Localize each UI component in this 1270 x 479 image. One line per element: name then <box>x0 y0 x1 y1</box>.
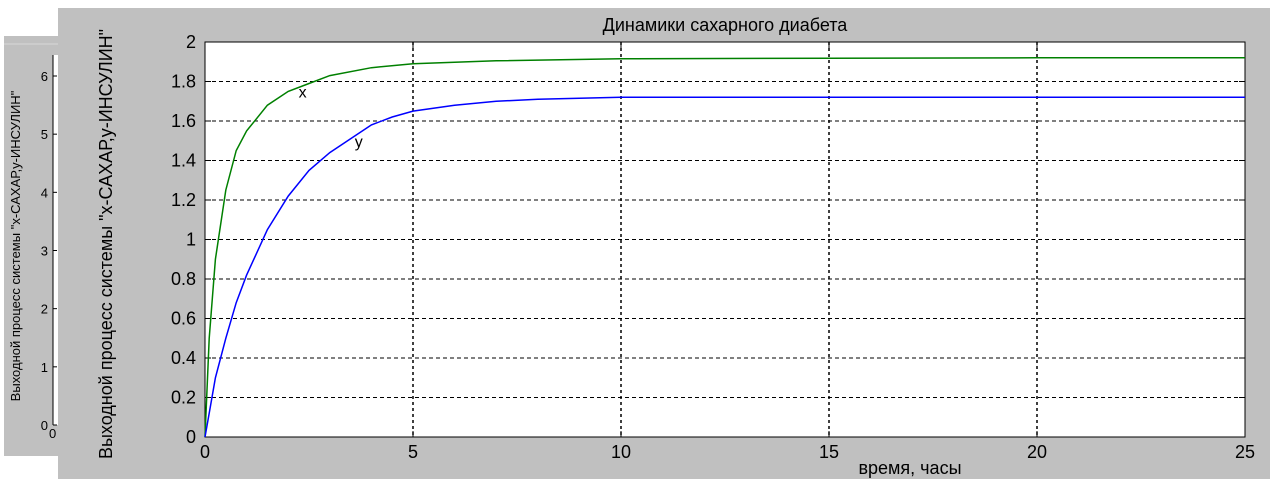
background-chart-ytick-label: 6 <box>41 69 48 84</box>
x-tick-label: 15 <box>819 442 839 462</box>
y-tick-label: 1.8 <box>171 72 196 92</box>
x-axis-label: время, часы <box>858 458 961 478</box>
background-chart-bg <box>4 36 60 456</box>
x-tick-label: 5 <box>408 442 418 462</box>
background-chart-ylabel: Выходной процесс системы "x-САХАР,y-ИНСУ… <box>8 90 23 401</box>
grid-lines <box>205 42 1245 437</box>
background-chart-ytick-label: 1 <box>41 360 48 375</box>
y-tick-label: 1 <box>186 230 196 250</box>
annotation-label-y: y <box>355 134 363 151</box>
y-tick-label: 1.2 <box>171 190 196 210</box>
background-chart-ytick-label: 3 <box>41 244 48 259</box>
chart-title: Динамики сахарного диабета <box>603 15 849 35</box>
series-line-y <box>204 96 1245 438</box>
y-tick-label: 2 <box>186 32 196 52</box>
background-chart-yticks: 0 1 2 3 4 5 6 <box>41 69 57 433</box>
axis-ticks: 0 5 10 15 20 25 0 0.2 0.4 0.6 0.8 1 1.2 1.4 1.6 1.8 2 <box>171 32 1255 462</box>
background-chart-ytick-label: 0 <box>41 418 48 433</box>
x-tick-label: 25 <box>1235 442 1255 462</box>
series-lines <box>204 57 1245 438</box>
background-chart-ytick-label: 5 <box>41 127 48 142</box>
background-chart-ytick-label: 2 <box>41 302 48 317</box>
y-tick-label: 0 <box>186 427 196 447</box>
background-chart-axes <box>53 55 61 425</box>
y-tick-label: 1.6 <box>171 111 196 131</box>
y-tick-label: 1.4 <box>171 151 196 171</box>
annotation-label-x: x <box>299 84 307 101</box>
background-chart-xtick-label: 0 <box>49 426 56 441</box>
x-tick-label: 20 <box>1027 442 1047 462</box>
series-line-x <box>204 57 1245 438</box>
x-tick-label: 10 <box>611 442 631 462</box>
annotations: xy <box>299 84 363 150</box>
x-tick-label: 0 <box>200 442 210 462</box>
y-tick-label: 0.2 <box>171 388 196 408</box>
background-chart-panel: Выходной процесс системы "x-САХАР,y-ИНСУ… <box>4 36 61 456</box>
y-axis-label: Выходной процесс системы "x-САХАР,y-ИНСУ… <box>96 29 116 459</box>
y-tick-label: 0.6 <box>171 309 196 329</box>
background-chart-ytick-label: 4 <box>41 185 48 200</box>
y-tick-label: 0.8 <box>171 269 196 289</box>
y-tick-label: 0.4 <box>171 348 196 368</box>
